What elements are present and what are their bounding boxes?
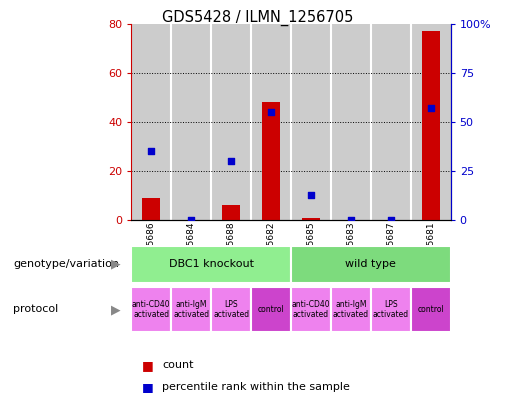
Point (307, 191, 315, 198)
Point (227, 158, 235, 164)
Bar (171, 287, 211, 332)
Point (267, 109, 275, 115)
Bar (251, 287, 291, 332)
Text: anti-IgM
activated: anti-IgM activated (173, 300, 209, 319)
Point (426, 105, 435, 111)
Bar (291, 287, 331, 332)
Text: control: control (258, 305, 284, 314)
Point (387, 217, 395, 223)
Bar (171, 24, 211, 220)
Text: LPS
activated: LPS activated (213, 300, 249, 319)
Bar (291, 24, 331, 220)
Text: genotype/variation: genotype/variation (13, 259, 119, 269)
Bar (131, 246, 291, 283)
Bar (262, 102, 280, 220)
Text: GDS5428 / ILMN_1256705: GDS5428 / ILMN_1256705 (162, 10, 353, 26)
Bar (142, 198, 160, 220)
Text: ▶: ▶ (111, 258, 121, 271)
Point (147, 148, 156, 154)
Text: control: control (417, 305, 444, 314)
Bar (371, 287, 411, 332)
Text: ■: ■ (142, 359, 153, 372)
Text: anti-IgM
activated: anti-IgM activated (333, 300, 369, 319)
Bar (331, 287, 371, 332)
Bar (422, 31, 440, 220)
Bar (251, 24, 291, 220)
Point (347, 217, 355, 223)
Text: ▶: ▶ (111, 303, 121, 316)
Bar (131, 24, 171, 220)
Text: count: count (162, 360, 194, 371)
Point (187, 217, 195, 223)
Bar (302, 218, 320, 220)
Text: percentile rank within the sample: percentile rank within the sample (162, 382, 350, 392)
Bar (211, 287, 251, 332)
Text: ■: ■ (142, 380, 153, 393)
Bar (131, 287, 171, 332)
Text: anti-CD40
activated: anti-CD40 activated (291, 300, 330, 319)
Text: LPS
activated: LPS activated (373, 300, 409, 319)
Text: DBC1 knockout: DBC1 knockout (168, 259, 254, 269)
Bar (410, 24, 451, 220)
Bar (211, 24, 251, 220)
Bar (291, 246, 451, 283)
Text: anti-CD40
activated: anti-CD40 activated (132, 300, 170, 319)
Bar (371, 24, 411, 220)
Bar (222, 205, 240, 220)
Bar (410, 287, 451, 332)
Text: wild type: wild type (346, 259, 396, 269)
Bar (331, 24, 371, 220)
Text: protocol: protocol (13, 305, 58, 314)
